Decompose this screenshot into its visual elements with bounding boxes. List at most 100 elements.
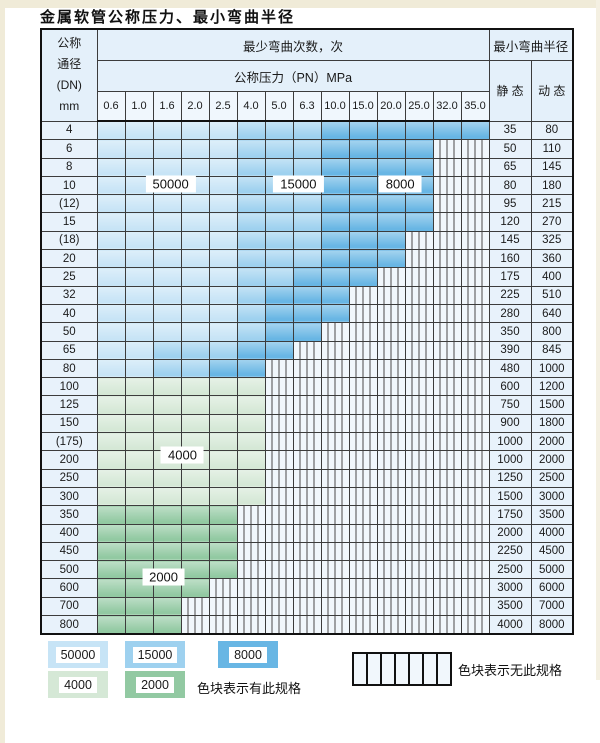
cell-no-spec — [376, 560, 406, 580]
cell-no-spec — [292, 450, 322, 470]
dn-cell: 600 — [40, 578, 98, 598]
cell-no-spec — [460, 157, 490, 177]
static-value-cell: 4000 — [488, 615, 532, 635]
cell-50000 — [124, 120, 154, 141]
cell-2000 — [124, 505, 154, 525]
table-row: 25 175 400 — [40, 267, 574, 287]
dn-cell: 6 — [40, 139, 98, 159]
cell-no-spec — [460, 230, 490, 251]
static-value-cell: 350 — [488, 322, 532, 342]
cell-no-spec — [376, 377, 406, 397]
pn-column-tick: 5.0 — [264, 91, 294, 122]
cell-8000 — [376, 120, 406, 141]
cell-8000 — [320, 194, 350, 214]
cell-no-spec — [404, 505, 434, 525]
cell-no-spec — [348, 468, 378, 488]
cell-50000 — [208, 267, 238, 287]
cell-50000 — [96, 157, 126, 177]
cell-no-spec — [264, 358, 294, 379]
cell-no-spec — [208, 578, 238, 598]
cell-no-spec — [376, 340, 406, 360]
min-bend-radius-header: 最小弯曲半径 — [488, 28, 574, 61]
cell-no-spec — [376, 541, 406, 562]
cell-50000 — [152, 212, 182, 232]
cell-15000 — [292, 230, 322, 251]
cell-no-spec — [292, 615, 322, 635]
cell-50000 — [96, 340, 126, 360]
dn-cell: 20 — [40, 249, 98, 269]
cell-no-spec — [208, 596, 238, 617]
cell-no-spec — [320, 377, 350, 397]
dynamic-value-cell: 510 — [530, 285, 574, 305]
dynamic-value-cell: 3000 — [530, 486, 574, 507]
cell-15000 — [236, 194, 266, 214]
cell-no-spec — [348, 486, 378, 507]
cell-15000 — [180, 358, 210, 379]
cell-15000 — [264, 157, 294, 177]
dynamic-value-cell: 640 — [530, 303, 574, 324]
cell-no-spec — [348, 285, 378, 305]
cell-no-spec — [292, 358, 322, 379]
cell-50000 — [208, 194, 238, 214]
cell-4000 — [124, 395, 154, 415]
dynamic-value-cell: 2500 — [530, 468, 574, 488]
cell-no-spec — [460, 285, 490, 305]
cell-no-spec — [348, 303, 378, 324]
dynamic-value-cell: 3500 — [530, 505, 574, 525]
cell-4000 — [236, 450, 266, 470]
cell-no-spec — [348, 340, 378, 360]
cell-4000 — [124, 450, 154, 470]
cell-no-spec — [264, 468, 294, 488]
dynamic-value-cell: 2000 — [530, 450, 574, 470]
cell-2000 — [152, 615, 182, 635]
dynamic-value-cell: 4000 — [530, 523, 574, 543]
dn-cell: 800 — [40, 615, 98, 635]
cell-15000 — [236, 212, 266, 232]
cell-15000 — [264, 212, 294, 232]
table-row: 80 480 1000 — [40, 358, 574, 379]
cell-no-spec — [432, 230, 462, 251]
static-value-cell: 1500 — [488, 486, 532, 507]
cell-no-spec — [460, 249, 490, 269]
dn-cell: 10 — [40, 175, 98, 196]
dynamic-value-cell: 2000 — [530, 432, 574, 452]
cell-2000 — [96, 596, 126, 617]
pn-column-tick: 25.0 — [404, 91, 434, 122]
table-row: 200 1000 2000 — [40, 450, 574, 470]
zone-count-label: 8000 — [378, 175, 422, 192]
cell-4000 — [180, 486, 210, 507]
dn-cell: (12) — [40, 194, 98, 214]
cell-50000 — [180, 157, 210, 177]
cell-no-spec — [236, 578, 266, 598]
cell-50000 — [96, 212, 126, 232]
cell-no-spec — [320, 450, 350, 470]
cell-50000 — [208, 120, 238, 141]
bend-cycles-header: 最少弯曲次数，次 — [96, 28, 490, 61]
cell-no-spec — [292, 395, 322, 415]
static-value-cell: 3500 — [488, 596, 532, 617]
dn-column-header: 公称 通径 (DN) mm — [40, 28, 98, 122]
dn-header-line: 公称 — [57, 36, 82, 51]
cell-no-spec — [460, 432, 490, 452]
cell-no-spec — [404, 358, 434, 379]
cell-8000 — [404, 194, 434, 214]
table-row: 800 4000 8000 — [40, 615, 574, 635]
cell-15000 — [292, 212, 322, 232]
table-row: 8 65 145 — [40, 157, 574, 177]
cell-4000 — [96, 450, 126, 470]
cell-no-spec — [404, 340, 434, 360]
cell-50000 — [124, 358, 154, 379]
cell-no-spec — [320, 340, 350, 360]
cell-8000 — [320, 139, 350, 159]
cell-no-spec — [432, 578, 462, 598]
cell-no-spec — [460, 560, 490, 580]
cell-no-spec — [348, 450, 378, 470]
cell-4000 — [96, 468, 126, 488]
dynamic-value-cell: 845 — [530, 340, 574, 360]
cell-no-spec — [376, 395, 406, 415]
cell-50000 — [152, 322, 182, 342]
table-row: 100 600 1200 — [40, 377, 574, 397]
cell-no-spec — [320, 560, 350, 580]
cell-2000 — [152, 505, 182, 525]
static-value-cell: 1750 — [488, 505, 532, 525]
